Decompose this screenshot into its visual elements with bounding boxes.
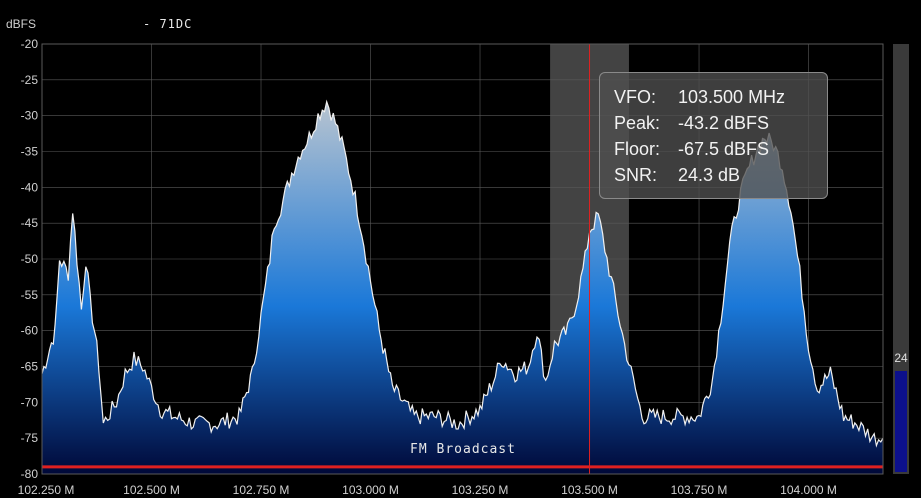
y-tick-label: -75 — [21, 431, 39, 445]
y-tick-label: -50 — [21, 252, 39, 266]
tooltip-row-snr: SNR: 24.3 dB — [614, 165, 741, 185]
y-unit-label: dBFS — [6, 17, 37, 31]
y-tick-label: -70 — [21, 395, 39, 409]
tooltip-row-floor: Floor: -67.5 dBFS — [614, 139, 770, 159]
vfo-info-tooltip: VFO: 103.500 MHz Peak: -43.2 dBFS Floor: -6… — [599, 72, 828, 199]
snr-meter-fill — [895, 371, 907, 472]
x-axis: 102.250 M 102.500 M 102.750 M 103.000 M 103.… — [18, 483, 837, 497]
x-tick-label: 102.500 M — [123, 483, 180, 497]
snr-meter — [893, 44, 909, 474]
plot-frame — [41, 43, 884, 475]
y-tick-label: -55 — [21, 288, 39, 302]
marker-readout: - 71DC — [143, 17, 193, 31]
x-tick-label: 103.500 M — [561, 483, 618, 497]
snr-meter-value: 24 — [894, 351, 908, 365]
x-tick-label: 103.000 M — [342, 483, 399, 497]
y-tick-label: -65 — [21, 360, 39, 374]
x-tick-label: 104.000 M — [780, 483, 837, 497]
y-tick-label: -35 — [21, 145, 39, 159]
y-tick-label: -45 — [21, 216, 39, 230]
spectrum-fill — [42, 101, 883, 474]
y-tick-label: -40 — [21, 180, 39, 194]
tooltip-row-peak: Peak: -43.2 dBFS — [614, 113, 770, 133]
y-tick-label: -60 — [21, 324, 39, 338]
band-label: FM Broadcast — [410, 442, 516, 457]
x-tick-label: 102.250 M — [18, 483, 75, 497]
y-tick-label: -20 — [21, 37, 39, 51]
y-tick-label: -25 — [21, 73, 39, 87]
y-axis: -20 -25 -30 -35 -40 -45 -50 -55 -60 -65 -70 -75 -80 — [21, 37, 39, 481]
x-tick-label: 103.750 M — [671, 483, 728, 497]
y-tick-label: -80 — [21, 467, 39, 481]
x-tick-label: 103.250 M — [452, 483, 509, 497]
y-tick-label: -30 — [21, 109, 39, 123]
x-tick-label: 102.750 M — [233, 483, 290, 497]
tooltip-row-vfo: VFO: 103.500 MHz — [614, 87, 786, 107]
